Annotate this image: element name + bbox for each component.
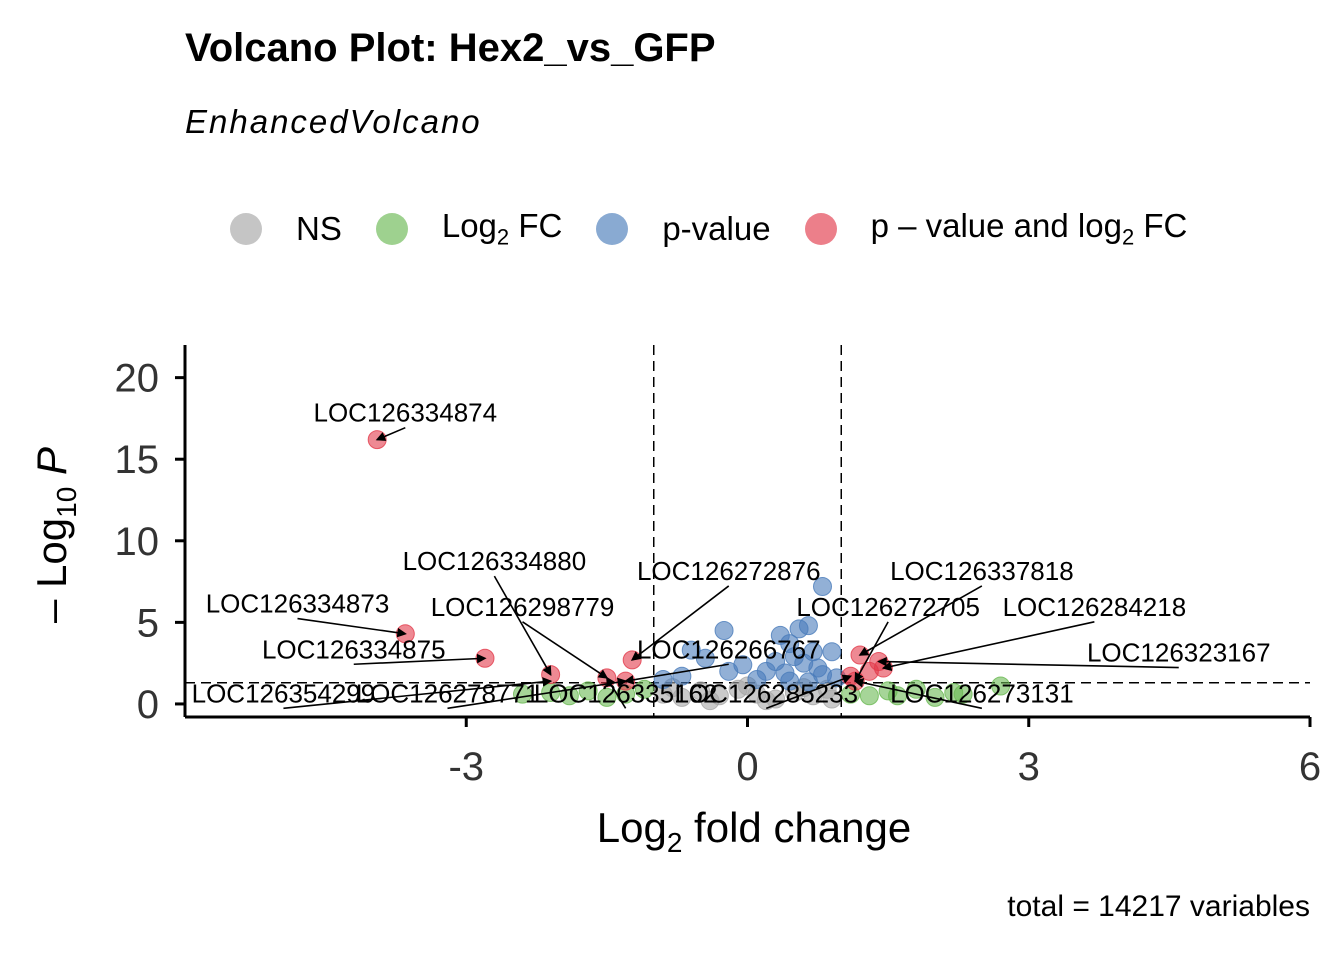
label-connector-5: [522, 621, 609, 679]
point-label-5: LOC126298779: [431, 592, 615, 622]
y-tick-label-2: 10: [115, 520, 160, 564]
data-point-series-2-7: [822, 642, 842, 662]
legend-swatch-pvalue-and-log2fc: [804, 213, 837, 245]
label-connector-3: [858, 585, 983, 656]
y-tick-label-3: 15: [115, 438, 160, 482]
chart-title: Volcano Plot: Hex2_vs_GFP: [185, 26, 716, 70]
point-label-13: LOC126335162: [534, 678, 718, 708]
y-axis-label: – Log10 P: [28, 447, 82, 623]
data-point-series-0-15: [822, 689, 842, 709]
data-point-series-2-23: [780, 671, 800, 691]
data-point-series-0-14: [756, 691, 776, 711]
label-connector-1: [493, 575, 552, 676]
point-label-4: LOC126334873: [206, 589, 390, 619]
label-connector-7: [881, 621, 1095, 672]
x-axis-label: Log2 fold change: [597, 804, 912, 858]
point-label-10: LOC126323167: [1087, 638, 1271, 668]
legend-swatch-log2fc: [375, 213, 408, 245]
point-label-7: LOC126284218: [1003, 592, 1187, 622]
label-connector-14: [765, 674, 853, 710]
point-label-11: LOC126354299: [192, 678, 376, 708]
data-point-series-2-24: [798, 672, 818, 692]
caption: total = 14217 variables: [1007, 890, 1310, 923]
data-point-series-2-8: [681, 640, 701, 660]
label-connector-2: [630, 585, 730, 661]
label-connector-6: [854, 621, 889, 683]
point-label-2: LOC126272876: [637, 556, 821, 586]
point-label-6: LOC126272705: [796, 592, 980, 622]
point-label-8: LOC126334875: [262, 634, 446, 664]
legend-item-ns: NS: [230, 210, 342, 248]
legend-item-pvalue: p-value: [596, 210, 771, 248]
legend-item-log2fc: Log2 FC: [375, 207, 563, 251]
data-point-series-2-0: [813, 576, 832, 596]
legend-item-pvalue-and-log2fc: p – value and log2 FC: [804, 207, 1188, 251]
label-connector-15: [853, 678, 983, 710]
x-tick-label-1: 0: [736, 745, 758, 789]
y-tick-label-0: 0: [137, 683, 159, 727]
data-point-series-1-4: [597, 687, 617, 707]
data-point-series-2-4: [798, 616, 818, 636]
label-connector-8: [353, 653, 487, 666]
point-label-15: LOC126273131: [890, 678, 1074, 708]
chart-subtitle: EnhancedVolcano: [185, 103, 482, 140]
point-label-1: LOC126334880: [403, 546, 587, 576]
label-connector-10: [877, 656, 1179, 669]
data-point-series-1-2: [559, 686, 579, 706]
data-point-series-3-12: [859, 661, 879, 681]
point-label-3: LOC126337818: [890, 556, 1074, 586]
y-tick-label-1: 5: [137, 601, 159, 645]
point-label-0: LOC126334874: [314, 398, 498, 428]
label-connector-11: [283, 677, 553, 710]
data-point-series-1-15: [991, 676, 1011, 696]
point-label-12: LOC126278771: [356, 678, 540, 708]
legend: NS Log2 FC p-value p – value and log2 FC: [230, 204, 1221, 254]
legend-label-pvalue-and-log2fc: p – value and log2 FC: [870, 207, 1188, 250]
label-connector-13: [606, 676, 627, 709]
label-connector-0: [375, 426, 406, 441]
data-point-series-1-0: [513, 684, 532, 704]
x-tick-label-2: 3: [1018, 745, 1040, 789]
legend-label-log2fc: Log2 FC: [441, 207, 563, 250]
legend-swatch-pvalue: [596, 213, 629, 245]
data-point-series-1-6: [634, 679, 654, 699]
data-point-series-2-1: [714, 621, 734, 641]
data-point-series-0-13: [700, 691, 720, 711]
x-tick-label-0: -3: [448, 745, 484, 789]
data-point-series-2-17: [733, 655, 753, 675]
point-label-14: LOC126285233: [674, 678, 858, 708]
legend-label-ns: NS: [296, 210, 342, 247]
label-connector-4: [297, 617, 407, 638]
x-tick-label-3: 6: [1299, 745, 1321, 789]
data-point-series-2-22: [747, 669, 767, 689]
data-point-series-2-9: [695, 648, 715, 668]
data-point-series-1-8: [859, 686, 879, 706]
data-point-series-1-14: [953, 684, 973, 704]
label-connector-9: [624, 663, 729, 685]
legend-label-pvalue: p-value: [662, 210, 771, 247]
y-tick-label-4: 20: [115, 357, 160, 401]
legend-swatch-ns: [230, 213, 262, 245]
point-label-9: LOC126266767: [637, 634, 821, 664]
label-connector-12: [447, 677, 628, 710]
